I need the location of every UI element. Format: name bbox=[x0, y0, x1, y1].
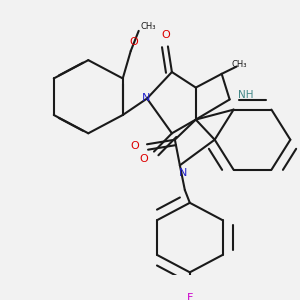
Text: N: N bbox=[142, 93, 150, 103]
Text: O: O bbox=[131, 141, 140, 151]
Text: CH₃: CH₃ bbox=[232, 60, 247, 69]
Text: CH₃: CH₃ bbox=[141, 22, 156, 31]
Text: N: N bbox=[179, 168, 187, 178]
Text: NH: NH bbox=[238, 90, 253, 100]
Text: O: O bbox=[140, 154, 148, 164]
Text: O: O bbox=[162, 30, 170, 40]
Text: F: F bbox=[187, 293, 193, 300]
Text: O: O bbox=[129, 37, 138, 47]
